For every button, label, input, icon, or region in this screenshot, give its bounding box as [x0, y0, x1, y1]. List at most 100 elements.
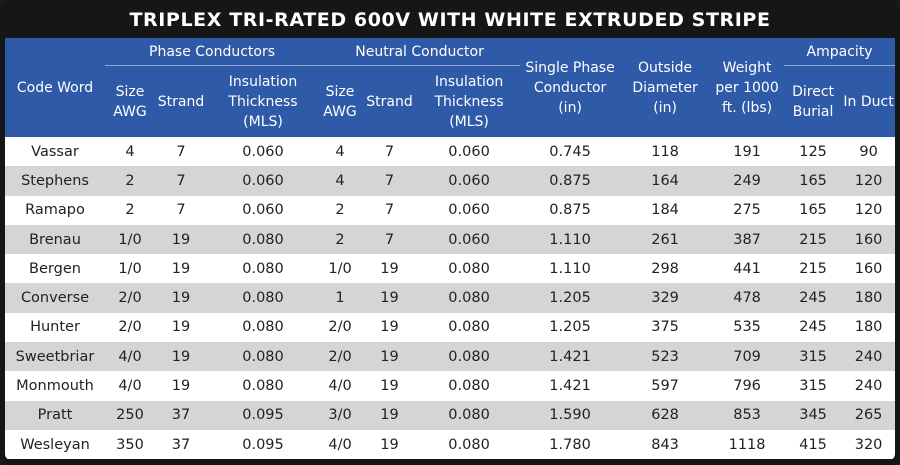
- cell-neutral-strand: 19: [361, 254, 419, 284]
- header-code-word: Code Word: [5, 38, 105, 137]
- table-row: Brenau 1/0 19 0.080 2 7 0.060 1.110 261 387 215 160: [5, 224, 895, 255]
- cell-phase-insulation: 0.080: [207, 283, 320, 313]
- cell-code-word: Brenau: [5, 224, 105, 255]
- cell-code-word: Converse: [5, 283, 105, 313]
- table-row: Wesleyan 350 37 0.095 4/0 19 0.080 1.780 843 1118…: [5, 429, 895, 460]
- cell-phase-strand: 19: [155, 342, 207, 372]
- header-in-duct: In Duct: [842, 65, 895, 137]
- cell-weight: 441: [710, 254, 785, 284]
- table-container: Code Word Phase Conductors Neutral Condu…: [5, 38, 895, 460]
- cell-neutral-insulation: 0.080: [418, 254, 521, 284]
- cell-neutral-insulation: 0.080: [418, 312, 521, 343]
- cell-phase-size: 350: [105, 429, 155, 460]
- cell-neutral-insulation: 0.060: [418, 224, 521, 255]
- header-phase-size: Size AWG: [105, 65, 155, 137]
- cell-in-duct: 160: [842, 254, 895, 284]
- cell-in-duct: 265: [842, 400, 895, 430]
- cell-phase-insulation: 0.080: [207, 254, 320, 284]
- cell-neutral-strand: 7: [361, 195, 419, 225]
- cell-phase-insulation: 0.060: [207, 137, 320, 167]
- cell-weight: 249: [710, 166, 785, 196]
- cell-outside-diameter: 298: [620, 254, 711, 284]
- cell-code-word: Sweetbriar: [5, 342, 105, 372]
- cell-single-phase-conductor: 1.205: [520, 283, 621, 313]
- cell-in-duct: 120: [842, 195, 895, 225]
- header-phase-strand: Strand: [155, 65, 207, 137]
- cell-outside-diameter: 118: [620, 137, 711, 167]
- cell-direct-burial: 345: [784, 400, 843, 430]
- cell-weight: 478: [710, 283, 785, 313]
- cell-outside-diameter: 523: [620, 342, 711, 372]
- cell-direct-burial: 165: [784, 195, 843, 225]
- cell-neutral-size: 2: [319, 195, 362, 225]
- cell-weight: 709: [710, 342, 785, 372]
- table-row: Converse 2/0 19 0.080 1 19 0.080 1.205 329 478 245…: [5, 283, 895, 313]
- cell-phase-size: 250: [105, 400, 155, 430]
- cell-single-phase-conductor: 1.421: [520, 342, 621, 372]
- cell-weight: 535: [710, 312, 785, 343]
- cell-phase-insulation: 0.080: [207, 224, 320, 255]
- cell-in-duct: 320: [842, 429, 895, 460]
- cell-direct-burial: 215: [784, 254, 843, 284]
- cell-outside-diameter: 329: [620, 283, 711, 313]
- cell-neutral-strand: 7: [361, 224, 419, 255]
- cell-code-word: Ramapo: [5, 195, 105, 225]
- cell-phase-size: 1/0: [105, 224, 155, 255]
- cell-neutral-size: 2/0: [319, 312, 362, 343]
- table-row: Monmouth 4/0 19 0.080 4/0 19 0.080 1.421 597 796 3…: [5, 371, 895, 401]
- header-neutral-strand: Strand: [361, 65, 419, 137]
- cell-neutral-strand: 19: [361, 312, 419, 343]
- cell-phase-insulation: 0.080: [207, 371, 320, 401]
- cell-code-word: Bergen: [5, 254, 105, 284]
- cell-single-phase-conductor: 1.421: [520, 371, 621, 401]
- cell-phase-insulation: 0.080: [207, 312, 320, 343]
- cell-neutral-insulation: 0.060: [418, 137, 521, 167]
- cell-neutral-insulation: 0.060: [418, 166, 521, 196]
- cell-phase-size: 4/0: [105, 371, 155, 401]
- cell-direct-burial: 125: [784, 137, 843, 167]
- cell-neutral-strand: 7: [361, 166, 419, 196]
- cell-phase-insulation: 0.060: [207, 195, 320, 225]
- cell-neutral-insulation: 0.080: [418, 342, 521, 372]
- cell-phase-insulation: 0.095: [207, 429, 320, 460]
- cell-direct-burial: 315: [784, 371, 843, 401]
- cell-in-duct: 240: [842, 371, 895, 401]
- cell-neutral-size: 3/0: [319, 400, 362, 430]
- cell-code-word: Stephens: [5, 166, 105, 196]
- cell-phase-insulation: 0.080: [207, 342, 320, 372]
- table-row: Ramapo 2 7 0.060 2 7 0.060 0.875 184 275 165 120: [5, 195, 895, 225]
- cell-neutral-strand: 19: [361, 283, 419, 313]
- cell-weight: 1118: [710, 429, 785, 460]
- cell-phase-size: 4: [105, 137, 155, 167]
- cell-phase-insulation: 0.095: [207, 400, 320, 430]
- header-weight: Weight per 1000 ft. (lbs): [710, 38, 785, 137]
- cell-neutral-size: 4: [319, 137, 362, 167]
- table-row: Bergen 1/0 19 0.080 1/0 19 0.080 1.110 298 441 215…: [5, 254, 895, 284]
- cell-outside-diameter: 628: [620, 400, 711, 430]
- cell-single-phase-conductor: 0.875: [520, 195, 621, 225]
- cell-neutral-strand: 19: [361, 342, 419, 372]
- cell-phase-strand: 7: [155, 137, 207, 167]
- cell-weight: 796: [710, 371, 785, 401]
- cell-outside-diameter: 164: [620, 166, 711, 196]
- header-ampacity: Ampacity: [784, 38, 895, 66]
- cell-neutral-size: 4/0: [319, 429, 362, 460]
- cell-phase-size: 2/0: [105, 312, 155, 343]
- cell-single-phase-conductor: 1.110: [520, 224, 621, 255]
- table-header: Code Word Phase Conductors Neutral Condu…: [5, 38, 895, 137]
- cell-outside-diameter: 375: [620, 312, 711, 343]
- cell-code-word: Wesleyan: [5, 429, 105, 460]
- header-phase-insulation: Insulation Thickness (MLS): [207, 65, 320, 137]
- header-neutral-size: Size AWG: [319, 65, 362, 137]
- cell-phase-strand: 37: [155, 400, 207, 430]
- cell-phase-strand: 19: [155, 371, 207, 401]
- cell-neutral-insulation: 0.080: [418, 371, 521, 401]
- cell-phase-strand: 7: [155, 195, 207, 225]
- cell-weight: 191: [710, 137, 785, 167]
- table-row: Vassar 4 7 0.060 4 7 0.060 0.745 118 191 125 90: [5, 137, 895, 167]
- cell-code-word: Pratt: [5, 400, 105, 430]
- cell-single-phase-conductor: 0.745: [520, 137, 621, 167]
- cell-weight: 853: [710, 400, 785, 430]
- cell-phase-strand: 19: [155, 283, 207, 313]
- header-neutral-conductor: Neutral Conductor: [319, 38, 521, 66]
